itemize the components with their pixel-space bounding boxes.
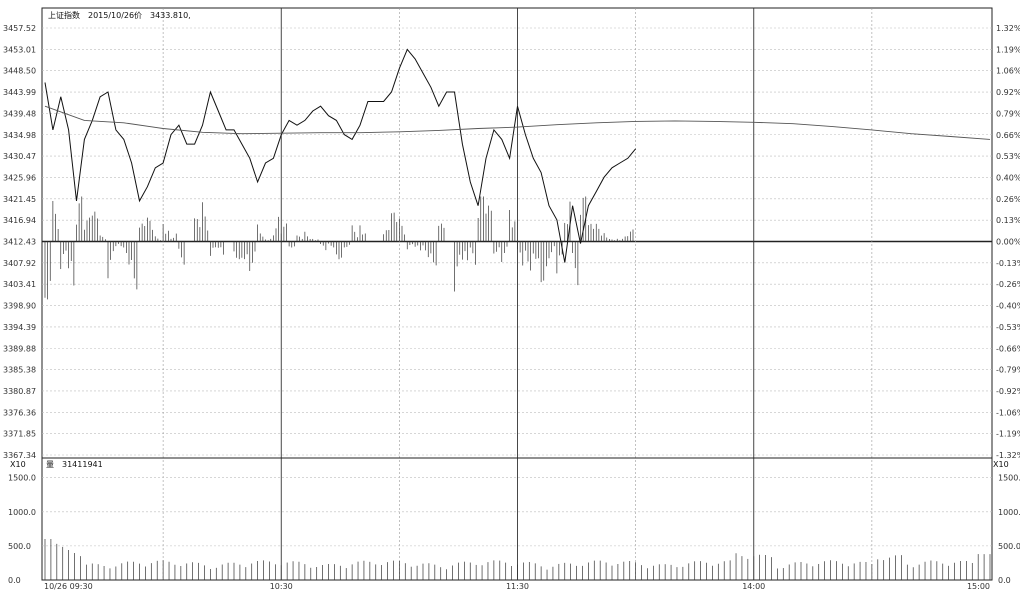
pct-tick-label: -1.32%	[996, 451, 1020, 460]
pct-tick-label: 0.92%	[996, 88, 1020, 97]
volume-scale-tag-left: X10	[10, 460, 26, 469]
price-tick-label: 3412.43	[3, 238, 36, 247]
price-line	[44, 48, 636, 263]
price-tick-label: 3371.85	[3, 430, 36, 439]
price-tick-label: 3457.52	[3, 24, 36, 33]
pct-tick-label: 1.06%	[996, 67, 1020, 76]
pct-tick-label: -0.53%	[996, 323, 1020, 332]
volume-tick-label: 500.0	[8, 542, 31, 551]
volume-bars	[44, 539, 991, 580]
time-tick-label: 14:00	[742, 582, 765, 591]
pct-tick-label: 0.79%	[996, 109, 1020, 118]
pct-tick-label: -0.66%	[996, 344, 1020, 353]
oscillator-bars	[44, 196, 634, 300]
axis-labels: 3457.52 1.32% 3453.01 1.19% 3448.50 1.06% 3443…	[3, 24, 1020, 591]
price-tick-label: 3403.41	[3, 280, 36, 289]
pct-tick-label: 1.32%	[996, 24, 1020, 33]
volume-tick-label-right: 1000.0	[998, 508, 1020, 517]
volume-header-value: 31411941	[62, 460, 103, 469]
price-tick-label: 3394.39	[3, 323, 36, 332]
pct-tick-label: 0.26%	[996, 195, 1020, 204]
pct-tick-label: -0.92%	[996, 387, 1020, 396]
price-tick-label: 3398.90	[3, 302, 36, 311]
time-tick-label: 11:30	[506, 582, 529, 591]
volume-tick-label: 1500.0	[8, 474, 36, 483]
price-tick-label: 3385.38	[3, 366, 36, 375]
volume-header-label: 量	[46, 460, 54, 469]
pct-tick-label: 0.13%	[996, 216, 1020, 225]
price-tick-label: 3425.96	[3, 173, 36, 182]
pct-tick-label: 1.19%	[996, 45, 1020, 54]
price-tick-label: 3430.47	[3, 152, 36, 161]
price-tick-label: 3434.98	[3, 131, 36, 140]
time-tick-label: 10:30	[270, 582, 293, 591]
time-tick-label: 15:00	[967, 582, 990, 591]
price-lines	[44, 48, 991, 263]
volume-tick-label: 0.0	[8, 576, 21, 585]
price-tick-label: 3448.50	[3, 67, 36, 76]
chart-header-name: 上证指数	[48, 10, 80, 20]
chart-header-date: 2015/10/26	[88, 11, 134, 20]
volume-scale-tag-right: X10	[993, 460, 1009, 469]
pct-tick-label: 0.00%	[996, 238, 1020, 247]
time-tick-label: 10/26 09:30	[44, 582, 93, 591]
pct-tick-label: 0.53%	[996, 152, 1020, 161]
pct-tick-label: 0.66%	[996, 131, 1020, 140]
volume-tick-label-right: 500.0	[998, 542, 1020, 551]
pct-tick-label: -0.13%	[996, 259, 1020, 268]
volume-tick-label: 1000.0	[8, 508, 36, 517]
pct-tick-label: -0.26%	[996, 280, 1020, 289]
volume-tick-label-right: 1500.0	[998, 474, 1020, 483]
volume-grid	[42, 457, 992, 547]
chart-header-tag: 价	[134, 11, 142, 20]
price-tick-label: 3407.92	[3, 259, 36, 268]
pct-tick-label: -0.79%	[996, 366, 1020, 375]
pct-tick-label: -1.06%	[996, 408, 1020, 417]
pct-tick-label: -1.19%	[996, 430, 1020, 439]
average-price-line	[44, 105, 991, 140]
price-tick-label: 3439.48	[3, 109, 36, 118]
price-tick-label: 3367.34	[3, 451, 36, 460]
price-tick-label: 3416.94	[3, 216, 36, 225]
price-grid	[41, 7, 993, 581]
price-tick-label: 3376.36	[3, 408, 36, 417]
price-tick-label: 3380.87	[3, 387, 36, 396]
price-tick-label: 3453.01	[3, 45, 36, 54]
pct-tick-label: 0.40%	[996, 173, 1020, 182]
chart-header-value: 3433.810,	[150, 11, 191, 20]
price-tick-label: 3443.99	[3, 88, 36, 97]
pct-tick-label: -0.40%	[996, 302, 1020, 311]
chart-frame	[41, 7, 993, 581]
price-tick-label: 3421.45	[3, 195, 36, 204]
price-tick-label: 3389.88	[3, 344, 36, 353]
volume-tick-label-right: 0.0	[998, 576, 1011, 585]
